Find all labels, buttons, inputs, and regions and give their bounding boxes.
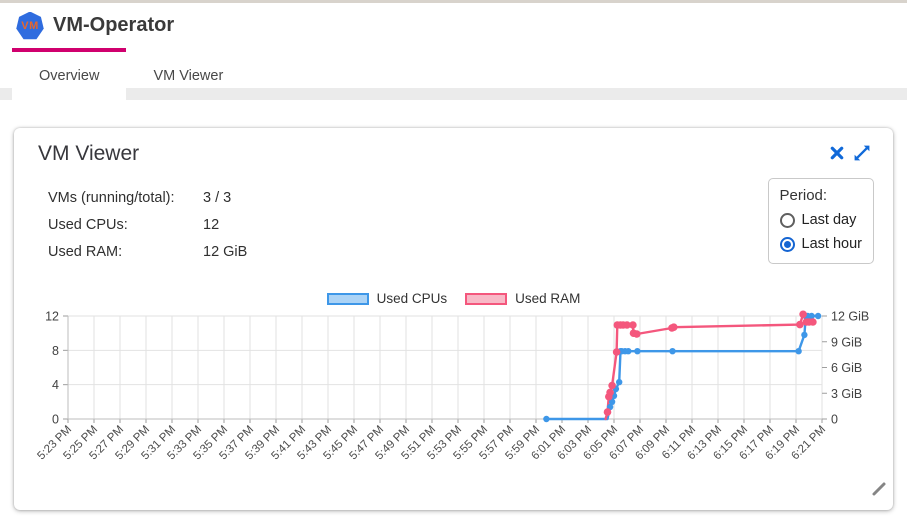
svg-text:0: 0 bbox=[831, 413, 838, 427]
radio-last-day-label: Last day bbox=[801, 212, 857, 228]
radio-option-last-hour[interactable]: Last hour bbox=[779, 236, 862, 252]
stat-label-cpus: Used CPUs: bbox=[48, 217, 128, 233]
stat-value-ram: 12 GiB bbox=[203, 244, 248, 260]
legend-used-ram-label: Used RAM bbox=[515, 291, 581, 306]
stat-value-cpus: 12 bbox=[203, 217, 220, 233]
radio-last-hour[interactable] bbox=[779, 236, 795, 252]
vm-stats: VMs (running/total): 3 / 3 Used CPUs: 12… bbox=[48, 190, 247, 260]
window-top-edge bbox=[0, 0, 907, 3]
app-header: VM VM-Operator bbox=[0, 3, 907, 48]
tab-strip-divider bbox=[0, 88, 907, 100]
svg-text:0: 0 bbox=[52, 413, 59, 427]
period-label: Period: bbox=[779, 187, 828, 204]
used-cpus-swatch bbox=[326, 292, 369, 305]
tab-overview[interactable]: Overview bbox=[12, 48, 127, 100]
stat-label-ram: Used RAM: bbox=[48, 244, 123, 260]
radio-option-last-day[interactable]: Last day bbox=[779, 212, 862, 228]
period-selector: Period: Last day Last hour bbox=[767, 178, 874, 264]
legend-item-used-cpus: Used CPUs bbox=[326, 291, 448, 306]
svg-text:3 GiB: 3 GiB bbox=[831, 387, 862, 401]
page-content: VM Viewer VMs (running/total): 3 / 3 Use… bbox=[0, 100, 907, 510]
tab-vm-viewer-label: VM Viewer bbox=[153, 68, 224, 84]
logo-text: VM bbox=[21, 19, 39, 32]
active-tab-indicator bbox=[12, 48, 127, 52]
tab-bar: Overview VM Viewer bbox=[0, 48, 907, 100]
tab-overview-label: Overview bbox=[39, 68, 100, 84]
svg-text:9 GiB: 9 GiB bbox=[831, 335, 862, 349]
chart-legend: Used CPUs Used RAM bbox=[14, 291, 893, 306]
svg-text:4: 4 bbox=[52, 378, 59, 392]
vm-operator-logo-icon: VM bbox=[16, 11, 44, 40]
vm-viewer-card: VM Viewer VMs (running/total): 3 / 3 Use… bbox=[14, 128, 893, 510]
radio-last-hour-label: Last hour bbox=[801, 236, 862, 252]
app-title: VM-Operator bbox=[53, 14, 175, 36]
tab-vm-viewer[interactable]: VM Viewer bbox=[126, 48, 250, 100]
svg-text:12: 12 bbox=[45, 310, 59, 324]
close-icon[interactable] bbox=[830, 146, 844, 160]
card-title: VM Viewer bbox=[38, 142, 140, 165]
radio-last-day[interactable] bbox=[779, 212, 795, 228]
stat-label-vms: VMs (running/total): bbox=[48, 190, 175, 206]
svg-text:8: 8 bbox=[52, 344, 59, 358]
usage-chart: 5:23 PM5:25 PM5:27 PM5:29 PM5:31 PM5:33 … bbox=[35, 310, 869, 463]
resize-handle-icon[interactable] bbox=[871, 481, 887, 502]
svg-text:6 GiB: 6 GiB bbox=[831, 361, 862, 375]
stat-value-vms: 3 / 3 bbox=[203, 190, 232, 206]
expand-icon[interactable] bbox=[853, 144, 871, 162]
svg-text:12 GiB: 12 GiB bbox=[831, 310, 869, 324]
legend-used-cpus-label: Used CPUs bbox=[376, 291, 448, 306]
used-ram-swatch bbox=[465, 292, 508, 305]
legend-item-used-ram: Used RAM bbox=[465, 291, 580, 306]
